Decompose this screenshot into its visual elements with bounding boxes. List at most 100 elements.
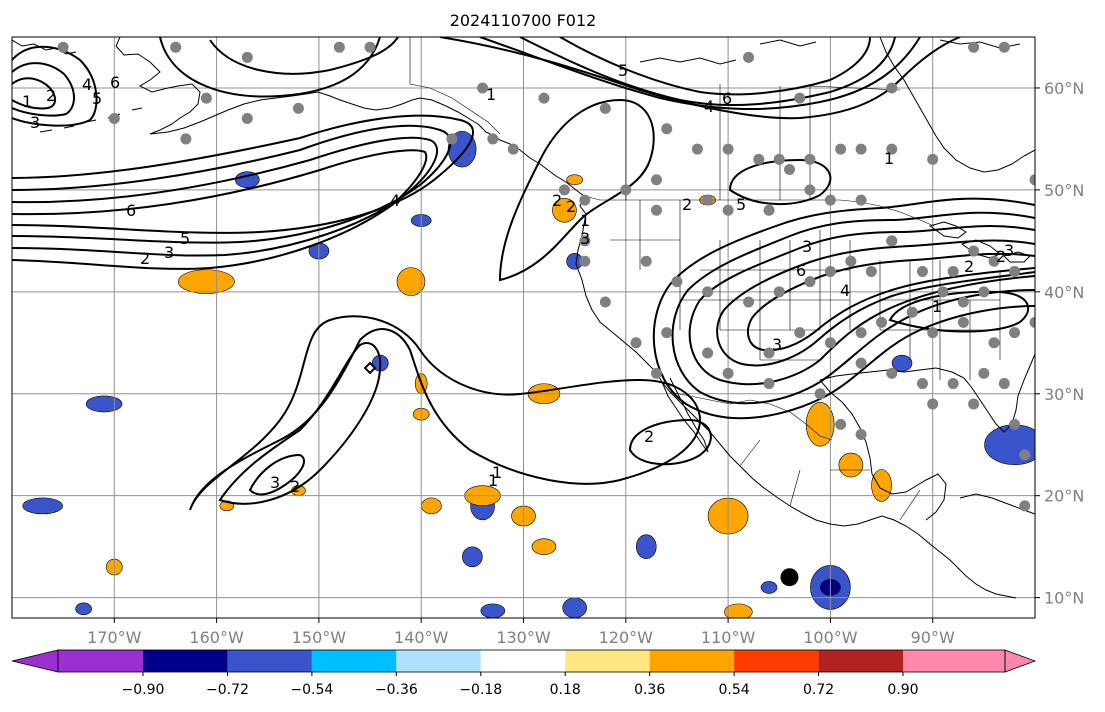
anomaly-region — [838, 452, 864, 478]
contour-label: 2 — [566, 197, 576, 216]
anomaly-region — [871, 469, 892, 502]
lon-tick-label: 170°W — [87, 628, 142, 647]
figure-title: 2024110700 F012 — [450, 11, 597, 30]
station-dot — [1029, 316, 1035, 328]
station-dot — [835, 418, 847, 430]
station-dot — [865, 265, 877, 277]
contour-label: 1 — [580, 211, 590, 230]
lat-tick-label: 20°N — [1044, 487, 1084, 506]
station-dot — [722, 143, 734, 155]
contour-label: 2 — [46, 86, 56, 105]
anomaly-region — [552, 197, 577, 223]
station-dot — [835, 143, 847, 155]
lon-tick-label: 150°W — [292, 628, 347, 647]
contour-label: 2 — [552, 191, 562, 210]
contour-alaska-ridge-1 — [12, 114, 474, 234]
border-alaska-canada — [409, 37, 501, 135]
contour-gulf-jet-1 — [439, 37, 961, 120]
station-dot — [671, 276, 683, 288]
colorbar-extend-high — [1004, 649, 1037, 673]
contour-trough-4 — [671, 211, 1035, 405]
colorbar-label: −0.36 — [375, 682, 418, 698]
contour-label: 2 — [290, 477, 300, 496]
station-dot — [292, 102, 304, 114]
station-dot — [650, 367, 662, 379]
colorbar-label: −0.90 — [122, 682, 165, 698]
contour-label: 3 — [772, 335, 782, 354]
station-dot — [824, 194, 836, 206]
lon-tick-label: 140°W — [394, 628, 449, 647]
station-dot — [957, 296, 969, 308]
station-dot — [487, 133, 499, 145]
lon-tick-label: 130°W — [496, 628, 551, 647]
anomaly-region — [22, 497, 63, 515]
station-dot — [702, 194, 714, 206]
station-dot — [886, 235, 898, 247]
anomaly-region — [984, 424, 1035, 466]
station-dot — [794, 327, 806, 339]
colorbar-bin — [227, 650, 312, 672]
lat-tick-label: 30°N — [1044, 385, 1084, 404]
graticule — [12, 37, 1035, 618]
contour-label: 6 — [110, 73, 120, 92]
contours — [12, 37, 1035, 511]
contour-label: 3 — [802, 237, 812, 256]
station-dot — [507, 143, 519, 155]
colorbar-bin — [58, 650, 143, 672]
station-dot — [957, 316, 969, 328]
station-dot — [579, 194, 591, 206]
station-dot — [988, 337, 1000, 349]
contour-label: 4 — [82, 75, 92, 94]
station-dot — [1019, 449, 1031, 461]
station-dot — [640, 255, 652, 267]
station-dot — [241, 51, 253, 63]
station-dot — [579, 255, 591, 267]
anomaly-region — [480, 603, 506, 618]
colorbar-label: 0.36 — [634, 682, 665, 698]
station-dot — [691, 143, 703, 155]
colorbar-bin — [649, 650, 735, 672]
station-dot — [804, 184, 816, 196]
station-dot — [333, 41, 345, 53]
station-dot — [988, 255, 1000, 267]
station-dot — [783, 164, 795, 176]
contour-alaska-ridge-4 — [12, 149, 428, 270]
anomaly-region — [724, 603, 753, 618]
station-dot — [702, 347, 714, 359]
coast-gulf-north — [819, 353, 1035, 433]
station-dot — [845, 255, 857, 267]
colorbar-bin — [903, 650, 1005, 672]
colorbar-bin — [565, 650, 650, 672]
station-dot — [927, 327, 939, 339]
anomaly-region — [566, 174, 583, 186]
coast-aleutians — [39, 107, 143, 133]
contour-trough-5 — [652, 197, 1035, 420]
lat-tick-label: 50°N — [1044, 181, 1084, 200]
station-dot — [650, 204, 662, 216]
contour-label: 3 — [270, 473, 280, 492]
station-dot — [364, 41, 376, 53]
colorbar-bin — [311, 650, 397, 672]
anomaly-region — [75, 602, 92, 616]
station-dot — [876, 316, 888, 328]
station-dot — [538, 92, 550, 104]
station-dots — [57, 41, 1035, 512]
contour-label: 3 — [580, 229, 590, 248]
colorbar-label: −0.54 — [290, 682, 333, 698]
station-dot — [599, 102, 611, 114]
station-dot — [446, 133, 458, 145]
contour-upper-left-3 — [12, 77, 56, 110]
anomaly-region — [531, 538, 557, 555]
station-dot — [650, 174, 662, 186]
anomaly-region — [891, 354, 913, 372]
colorbar-label: 0.18 — [550, 682, 581, 698]
contour-label: 5 — [92, 89, 102, 108]
contour-label: 2 — [140, 249, 150, 268]
contour-label: 1 — [488, 471, 498, 490]
contour-label: 5 — [180, 229, 190, 248]
anomaly-region — [462, 546, 483, 568]
station-dot — [722, 367, 734, 379]
station-dot — [661, 327, 673, 339]
anomaly-region — [760, 581, 778, 594]
border-mexico-states — [739, 439, 921, 521]
